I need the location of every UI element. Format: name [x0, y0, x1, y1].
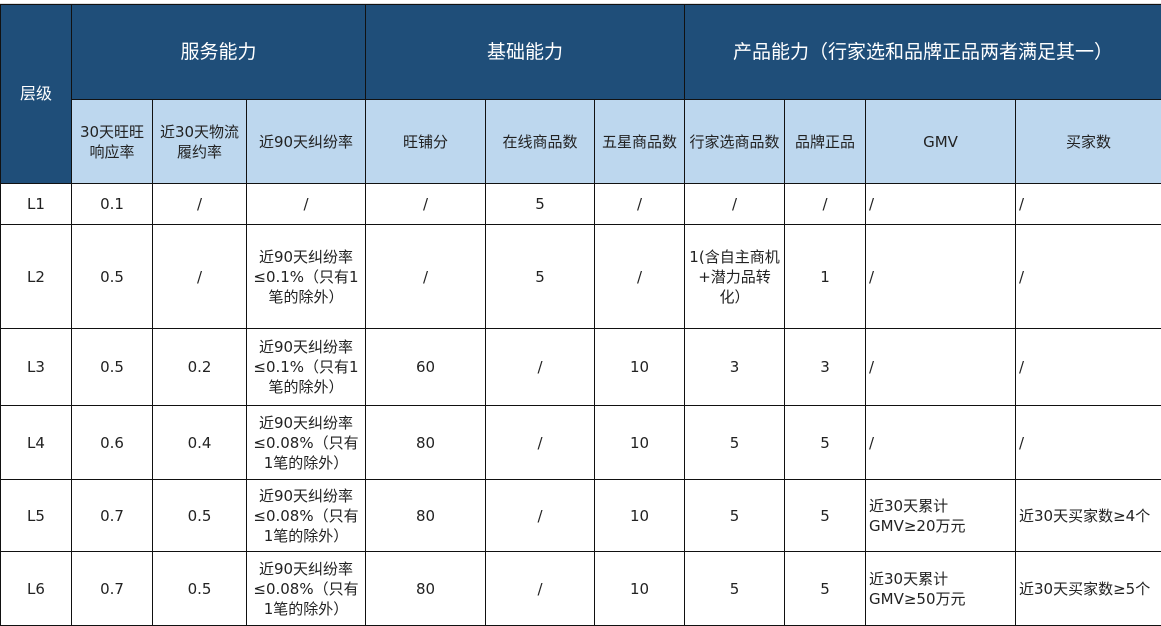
table-cell: / — [865, 224, 1016, 329]
column-header: 近30天物流履约率 — [152, 99, 247, 184]
table-cell: 5 — [485, 183, 595, 225]
column-header: 买家数 — [1014, 99, 1161, 184]
table-cell: / — [784, 183, 866, 225]
table-cell: 60 — [365, 328, 486, 406]
table-cell: 5 — [684, 479, 785, 552]
table-cell: 近90天纠纷率≤0.08%（只有1笔的除外） — [246, 479, 366, 552]
table-cell: 0.5 — [152, 479, 247, 552]
table-cell: 近90天纠纷率≤0.08%（只有1笔的除外） — [246, 405, 366, 480]
table-cell: / — [246, 183, 366, 225]
table-cell: 1 — [784, 224, 866, 329]
table-cell: / — [865, 405, 1016, 480]
table-cell: 5 — [784, 479, 866, 552]
table-cell: / — [1014, 328, 1161, 406]
table-cell: / — [865, 183, 1016, 225]
header-level: 层级 — [0, 4, 72, 184]
table-cell: / — [152, 224, 247, 329]
level-cell: L2 — [0, 224, 72, 329]
table-cell: 80 — [365, 551, 486, 626]
level-cell: L5 — [0, 479, 72, 552]
table-cell: 80 — [365, 405, 486, 480]
table-cell: / — [152, 183, 247, 225]
table-cell: / — [365, 224, 486, 329]
table-cell: 10 — [594, 479, 685, 552]
table-cell: 0.6 — [71, 405, 153, 480]
table-cell: / — [485, 405, 595, 480]
table-cell: 5 — [684, 551, 785, 626]
table-cell: 5 — [684, 405, 785, 480]
column-header: 在线商品数 — [485, 99, 595, 184]
table-row: L3 0.5 0.2 近90天纠纷率≤0.1%（只有1笔的除外） 60/10 3 3// — [0, 328, 1161, 406]
table-cell: / — [485, 479, 595, 552]
table-cell: 近90天纠纷率≤0.1%（只有1笔的除外） — [246, 224, 366, 329]
table-cell: 5 — [784, 405, 866, 480]
table-cell: / — [594, 224, 685, 329]
table-cell: / — [1014, 183, 1161, 225]
table-cell: 0.5 — [71, 224, 153, 329]
table-cell: / — [594, 183, 685, 225]
table-cell: 0.5 — [71, 328, 153, 406]
level-cell: L1 — [0, 183, 72, 225]
top-strip — [0, 0, 1161, 4]
table-cell: 10 — [594, 551, 685, 626]
table-cell: 近30天买家数≥4个 — [1014, 479, 1161, 552]
table-cell: 5 — [784, 551, 866, 626]
table-cell: 0.4 — [152, 405, 247, 480]
column-header: 30天旺旺响应率 — [71, 99, 153, 184]
table-cell: / — [1014, 224, 1161, 329]
header-group-product: 产品能力（行家选和品牌正品两者满足其一） — [683, 4, 1161, 100]
table-cell: / — [1014, 405, 1161, 480]
table-cell: / — [684, 183, 785, 225]
table-row: L4 0.6 0.4 近90天纠纷率≤0.08%（只有1笔的除外） 80/10 5 5// — [0, 405, 1161, 480]
table-row: L5 0.7 0.5 近90天纠纷率≤0.08%（只有1笔的除外） 80/10 5 5 近30… — [0, 479, 1161, 552]
table-cell: 5 — [485, 224, 595, 329]
table-cell: 80 — [365, 479, 486, 552]
column-header: 行家选商品数 — [684, 99, 785, 184]
table-cell: / — [365, 183, 486, 225]
column-header: 品牌正品 — [784, 99, 866, 184]
table-cell: 3 — [684, 328, 785, 406]
table-cell: 近30天累计GMV≥50万元 — [865, 551, 1016, 626]
table-cell: 0.5 — [152, 551, 247, 626]
column-header: 旺铺分 — [365, 99, 486, 184]
table-cell: 近90天纠纷率≤0.08%（只有1笔的除外） — [246, 551, 366, 626]
column-header: GMV — [865, 99, 1016, 184]
table-cell: 近30天累计GMV≥20万元 — [865, 479, 1016, 552]
table-cell: 0.2 — [152, 328, 247, 406]
table-cell: 0.1 — [71, 183, 153, 225]
table-cell: 10 — [594, 405, 685, 480]
table-cell: 3 — [784, 328, 866, 406]
table-cell: / — [485, 328, 595, 406]
table-row: L6 0.7 0.5 近90天纠纷率≤0.08%（只有1笔的除外） 80/10 5 5 近30… — [0, 551, 1161, 626]
header-group-service: 服务能力 — [71, 4, 366, 100]
table-row: L2 0.5/近90天纠纷率≤0.1%（只有1笔的除外）/5/1(含自主商机+潜力… — [0, 224, 1161, 329]
header-group-basic: 基础能力 — [365, 4, 685, 100]
table-cell: 近90天纠纷率≤0.1%（只有1笔的除外） — [246, 328, 366, 406]
table-cell: 近30天买家数≥5个 — [1014, 551, 1161, 626]
table-cell: / — [485, 551, 595, 626]
table-cell: 1(含自主商机+潜力品转化） — [684, 224, 785, 329]
level-cell: L6 — [0, 551, 72, 626]
column-header: 五星商品数 — [594, 99, 685, 184]
level-requirements-table: 层级 服务能力 基础能力 产品能力（行家选和品牌正品两者满足其一） 30天旺旺响… — [0, 4, 1161, 626]
table-cell: 0.7 — [71, 551, 153, 626]
level-cell: L3 — [0, 328, 72, 406]
level-cell: L4 — [0, 405, 72, 480]
table-cell: 10 — [594, 328, 685, 406]
table-cell: 0.7 — [71, 479, 153, 552]
column-header: 近90天纠纷率 — [246, 99, 366, 184]
table-row: L1 0.1///5// / / / — [0, 183, 1161, 225]
table-cell: / — [865, 328, 1016, 406]
